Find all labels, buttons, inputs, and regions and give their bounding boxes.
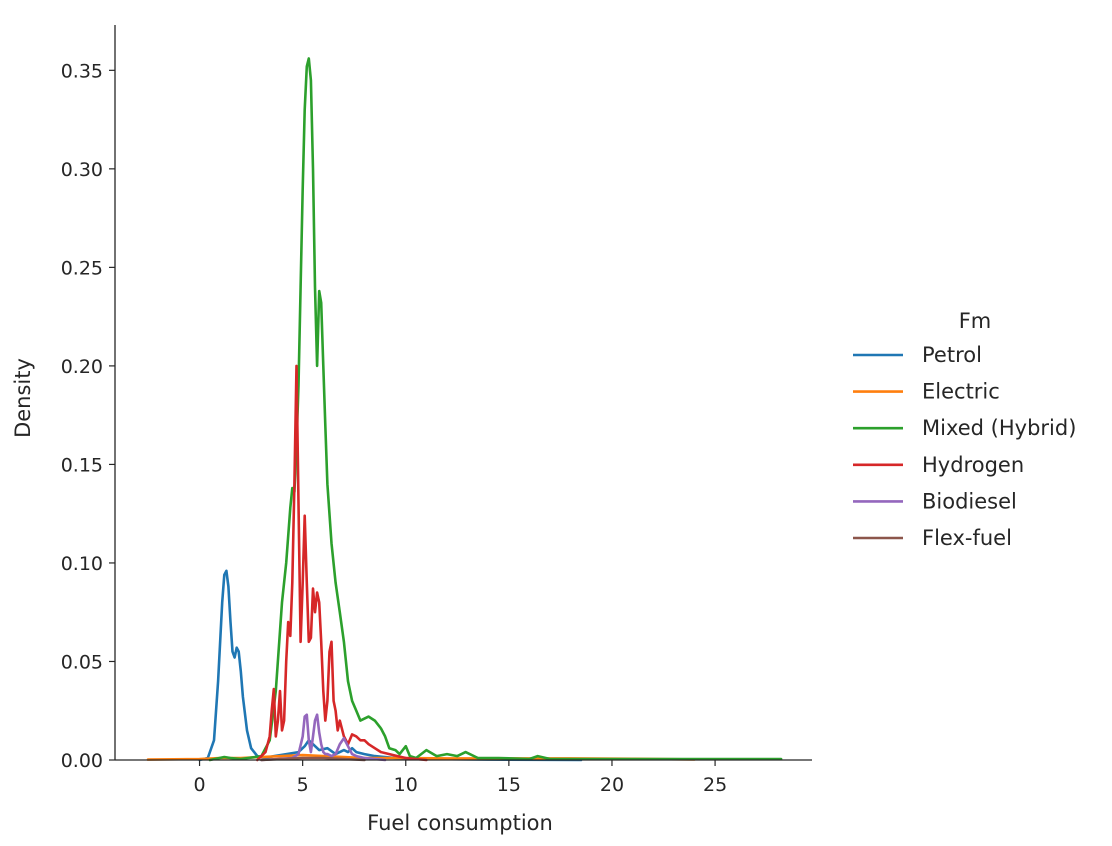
legend-label-flex-fuel: Flex-fuel [922,526,1012,550]
x-tick-label: 5 [297,774,309,796]
y-axis-label: Density [11,358,35,438]
y-tick-label: 0.20 [61,356,103,378]
legend-label-biodiesel: Biodiesel [922,489,1017,513]
x-tick-label: 0 [194,774,206,796]
series-line-biodiesel [260,713,387,762]
series-line-flex-fuel [260,756,366,762]
y-tick-label: 0.10 [61,553,103,575]
series-line-mixed-hybrid [208,57,783,762]
x-axis-label: Fuel consumption [367,811,553,835]
x-tick-label: 15 [497,774,521,796]
legend-label-hydrogen: Hydrogen [922,453,1024,477]
y-tick-label: 0.35 [61,60,103,82]
y-tick-label: 0.00 [61,750,103,772]
y-tick-label: 0.15 [61,454,103,476]
legend-title: Fm [959,309,992,333]
legend-label-electric: Electric [922,380,1000,404]
y-tick-label: 0.05 [61,651,103,673]
legend: Fm Petrol Electric Mixed (Hybrid) Hydrogen B… [853,309,1076,550]
x-tick-label: 10 [394,774,418,796]
y-axis-ticks: 0.00 0.05 0.10 0.15 0.20 0.25 0.30 0.35 [61,60,115,772]
x-tick-label: 25 [703,774,727,796]
series-line-hydrogen [256,364,428,762]
legend-items: Petrol Electric Mixed (Hybrid) Hydrogen Biod… [853,343,1076,550]
x-axis-ticks: 0 5 10 15 20 25 [194,760,727,796]
y-tick-label: 0.25 [61,257,103,279]
legend-label-petrol: Petrol [922,343,982,367]
x-tick-label: 20 [600,774,624,796]
y-tick-label: 0.30 [61,159,103,181]
plot-area: 0 5 10 15 20 25 0.000.050.100.150.200.250.300… [61,25,812,796]
series-lines [146,57,783,762]
series-line-petrol [198,569,583,762]
legend-label-mixed-hybrid: Mixed (Hybrid) [922,416,1076,440]
